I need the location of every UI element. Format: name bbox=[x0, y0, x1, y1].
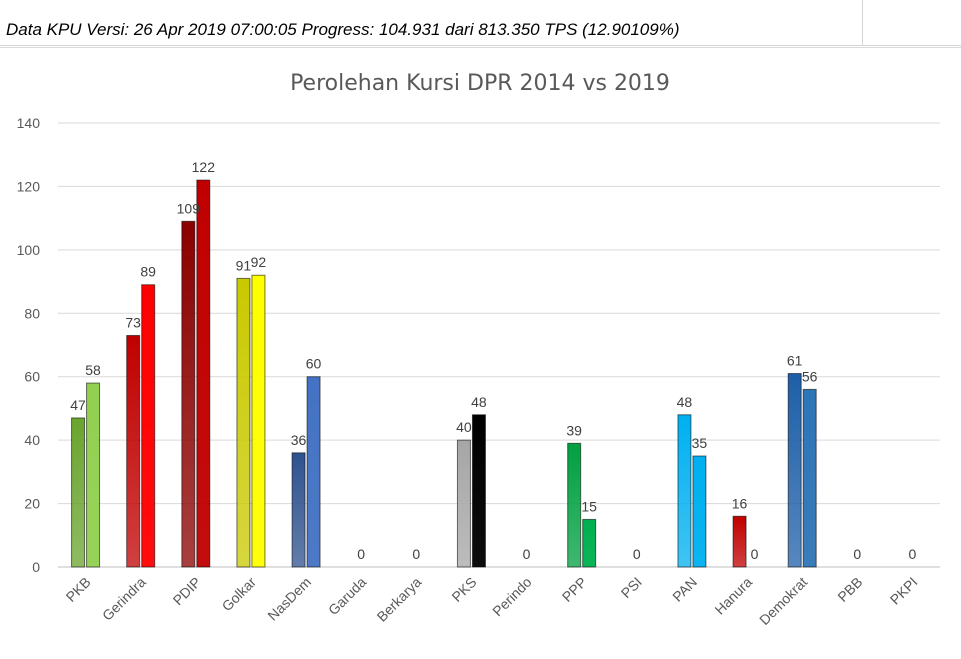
chart-title: Perolehan Kursi DPR 2014 vs 2019 bbox=[290, 71, 670, 96]
bar-gerindra-2014 bbox=[126, 334, 141, 568]
bar-pkb-2019 bbox=[86, 382, 101, 568]
y-tick-label: 40 bbox=[24, 432, 40, 448]
data-label-pkpi-2019: 0 bbox=[909, 546, 917, 562]
bar-demokrat-2019 bbox=[802, 388, 817, 568]
data-label-hanura-2014: 16 bbox=[732, 495, 748, 511]
x-tick-label-ppp: PPP bbox=[559, 574, 590, 605]
y-tick-label: 80 bbox=[24, 305, 40, 321]
data-label-pks-2019: 48 bbox=[471, 394, 487, 410]
bar-pan-2014 bbox=[677, 414, 692, 568]
y-tick-label: 20 bbox=[24, 496, 40, 512]
x-tick-label-pks: PKS bbox=[448, 574, 479, 605]
bar-pdip-2019 bbox=[196, 179, 211, 568]
y-tick-label: 140 bbox=[17, 115, 41, 131]
bar-pan-2019 bbox=[692, 455, 707, 568]
y-tick-label: 120 bbox=[17, 178, 41, 194]
data-label-pbb-2019: 0 bbox=[853, 546, 861, 562]
bar-golkar-2014 bbox=[236, 277, 251, 568]
x-tick-label-golkar: Golkar bbox=[219, 574, 260, 615]
data-label-nasdem-2014: 36 bbox=[291, 432, 307, 448]
data-label-pkb-2014: 47 bbox=[70, 397, 86, 413]
data-labels: 47 58 73 89 109 122 91 92 36 60 0 0 40 48 0 39 15 0 48 35 16… bbox=[70, 159, 916, 562]
chart-area[interactable] bbox=[0, 47, 961, 659]
x-tick-label-pdip: PDIP bbox=[170, 574, 204, 608]
data-label-demokrat-2019: 56 bbox=[802, 368, 818, 384]
x-axis: PKB Gerindra PDIP Golkar NasDem Garuda Berkary… bbox=[63, 574, 921, 628]
bar-nasdem-2019 bbox=[306, 376, 321, 568]
y-tick-label: 0 bbox=[32, 559, 40, 575]
bar-pkb-2014 bbox=[71, 417, 86, 568]
data-label-pks-2014: 40 bbox=[456, 419, 472, 435]
y-axis: 0 20 40 60 80 100 120 140 bbox=[17, 115, 41, 575]
data-label-ppp-2014: 39 bbox=[566, 422, 582, 438]
bars bbox=[71, 179, 817, 568]
data-label-golkar-2019: 92 bbox=[251, 254, 267, 270]
data-label-psi-2019: 0 bbox=[633, 546, 641, 562]
bar-pks-2014 bbox=[456, 439, 471, 568]
spreadsheet-row: Data KPU Versi: 26 Apr 2019 07:00:05 Pro… bbox=[0, 0, 961, 46]
data-label-pkb-2019: 58 bbox=[85, 362, 101, 378]
data-label-garuda-2019: 0 bbox=[357, 546, 365, 562]
x-tick-label-demokrat: Demokrat bbox=[756, 574, 810, 628]
x-tick-label-perindo: Perindo bbox=[489, 574, 535, 620]
bar-gerindra-2019 bbox=[141, 284, 156, 568]
bar-nasdem-2014 bbox=[291, 452, 306, 568]
x-tick-label-pkpi: PKPI bbox=[887, 574, 921, 608]
x-tick-label-nasdem: NasDem bbox=[264, 574, 314, 624]
bar-ppp-2019 bbox=[582, 518, 597, 568]
bar-pks-2019 bbox=[471, 414, 486, 568]
bar-pdip-2014 bbox=[181, 220, 196, 568]
bar-demokrat-2014 bbox=[787, 373, 802, 568]
header-cell[interactable]: Data KPU Versi: 26 Apr 2019 07:00:05 Pro… bbox=[0, 0, 863, 45]
x-tick-label-gerindra: Gerindra bbox=[99, 574, 149, 624]
kpu-progress-text: Data KPU Versi: 26 Apr 2019 07:00:05 Pro… bbox=[6, 20, 680, 39]
data-label-nasdem-2019: 60 bbox=[306, 356, 322, 372]
data-label-gerindra-2019: 89 bbox=[140, 264, 156, 280]
x-tick-label-pkb: PKB bbox=[63, 574, 94, 605]
x-tick-label-garuda: Garuda bbox=[325, 574, 369, 618]
x-tick-label-pan: PAN bbox=[669, 574, 700, 605]
bar-golkar-2019 bbox=[251, 274, 266, 568]
data-label-golkar-2014: 91 bbox=[236, 257, 252, 273]
data-label-pan-2014: 48 bbox=[677, 394, 693, 410]
x-tick-label-berkarya: Berkarya bbox=[374, 574, 425, 625]
data-label-hanura-2019: 0 bbox=[751, 546, 759, 562]
data-label-gerindra-2014: 73 bbox=[125, 314, 141, 330]
data-label-pan-2019: 35 bbox=[692, 435, 708, 451]
data-label-perindo-2019: 0 bbox=[523, 546, 531, 562]
y-tick-label: 60 bbox=[24, 369, 40, 385]
data-label-demokrat-2014: 61 bbox=[787, 353, 803, 369]
data-label-ppp-2019: 15 bbox=[581, 498, 597, 514]
bar-ppp-2014 bbox=[567, 442, 582, 568]
data-label-pdip-2019: 122 bbox=[192, 159, 216, 175]
y-tick-label: 100 bbox=[17, 242, 41, 258]
x-tick-label-hanura: Hanura bbox=[711, 574, 755, 618]
x-tick-label-pbb: PBB bbox=[834, 574, 865, 605]
data-label-berkarya-2019: 0 bbox=[412, 546, 420, 562]
data-label-pdip-2014: 109 bbox=[177, 200, 201, 216]
x-tick-label-psi: PSI bbox=[618, 574, 645, 601]
bar-hanura-2014 bbox=[732, 515, 747, 568]
